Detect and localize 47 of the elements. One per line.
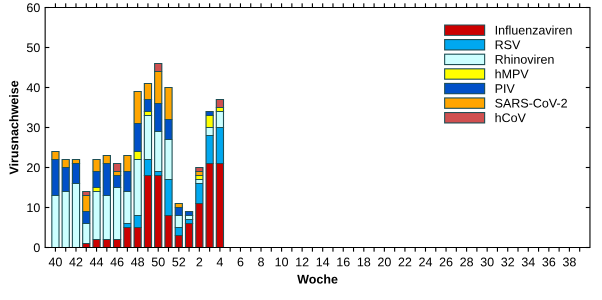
legend-label: Rhinoviren: [496, 54, 554, 64]
x-tick-label: 22: [398, 258, 412, 266]
x-tick-label: 10: [276, 258, 288, 266]
x-tick-label: 28: [460, 258, 474, 266]
legend-label: hCoV: [496, 113, 526, 122]
x-tick-label: 52: [172, 258, 186, 266]
bar: [216, 98, 224, 108]
x-tick-label: 36: [542, 258, 556, 266]
x-tick-label: 40: [48, 258, 62, 266]
x-tick-label: 32: [501, 258, 514, 266]
legend-label: hMPV: [496, 69, 529, 78]
legend-label: PIV: [496, 84, 515, 93]
x-tick-label: 12: [296, 258, 308, 266]
x-tick-label: 20: [378, 258, 391, 266]
y-axis-title: Virusnachweise: [9, 80, 18, 175]
x-tick-label: 6: [238, 258, 244, 266]
x-tick-label: 14: [316, 258, 330, 266]
legend-label: RSV: [496, 40, 520, 50]
x-tick-label: 42: [69, 258, 82, 266]
y-tick-label: 40: [26, 83, 40, 92]
x-tick-label: 24: [419, 258, 432, 266]
x-tick-label: 44: [90, 258, 104, 266]
bar: [184, 222, 194, 248]
x-tick-label: 2: [196, 258, 202, 266]
y-tick-label: 10: [27, 203, 40, 212]
x-tick-label: 16: [337, 258, 350, 266]
y-tick-label: 20: [27, 163, 40, 172]
x-axis-title: Woche: [297, 274, 338, 284]
x-tick-label: 18: [358, 258, 370, 266]
y-tick-label: 0: [34, 243, 40, 252]
x-tick-label: 26: [440, 258, 452, 266]
y-tick-label: 60: [27, 3, 40, 12]
x-tick-label: 50: [152, 258, 165, 266]
x-tick-label: 34: [522, 258, 535, 266]
x-tick-label: 30: [480, 258, 494, 266]
x-tick-label: 38: [562, 258, 576, 266]
bar: [184, 210, 194, 216]
legend-label: SARS-CoV-2: [495, 98, 567, 108]
bar: [195, 166, 204, 172]
x-tick-label: 46: [110, 258, 124, 266]
legend-label: Influenzaviren: [496, 25, 572, 35]
x-tick-label: 4: [216, 258, 224, 266]
bar: [154, 174, 162, 248]
x-tick-label: 48: [131, 258, 144, 266]
y-tick-label: 30: [26, 123, 40, 132]
y-tick-label: 50: [26, 43, 40, 52]
x-tick-label: 8: [258, 258, 264, 266]
